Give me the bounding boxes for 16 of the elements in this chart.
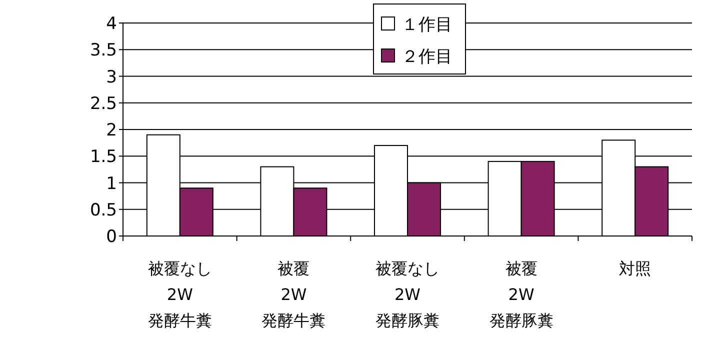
x-tick-label: 対照	[619, 259, 652, 278]
y-tick-label: 3	[106, 67, 117, 88]
legend-label: １作目	[402, 15, 452, 35]
y-tick-label: 1.5	[90, 147, 117, 168]
y-tick-label: 0	[106, 227, 117, 247]
y-tick-label: 1	[106, 174, 117, 194]
y-tick-label: 2	[106, 120, 117, 140]
y-tick-label: 4	[106, 14, 117, 34]
x-tick-label: 被覆 2W 発酵豚糞	[489, 259, 554, 330]
x-tick-label: 被覆なし 2W 発酵豚糞	[376, 259, 440, 330]
x-tick-label: 被覆なし 2W 発酵牛糞	[148, 259, 212, 330]
y-tick-label: 2.5	[90, 94, 117, 114]
legend-label: ２作目	[402, 47, 452, 67]
y-tick-label: 0.5	[90, 200, 117, 220]
x-tick-label: 被覆 2W 発酵牛糞	[262, 259, 326, 330]
y-tick-label: 3.5	[90, 40, 117, 61]
